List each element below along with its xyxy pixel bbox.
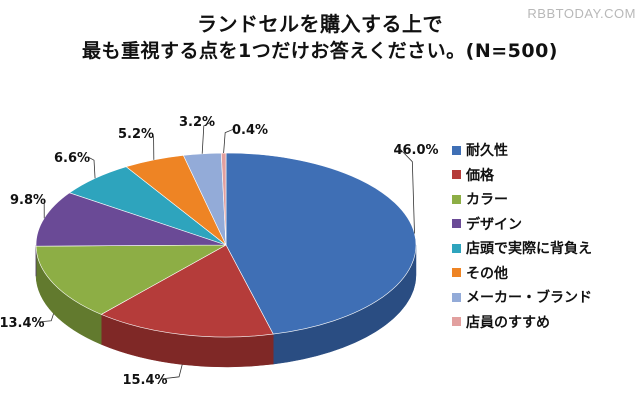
legend-label: その他	[466, 265, 508, 282]
legend-item-3: カラー	[452, 187, 592, 212]
chart-title-line-1: ランドセルを購入する上で	[197, 12, 443, 36]
legend-swatch	[452, 145, 461, 155]
pie-slice-2	[100, 244, 274, 338]
pie-slice-3	[35, 244, 227, 315]
pie-top	[35, 152, 417, 338]
data-label-6: 5.2%	[118, 127, 154, 142]
site-watermark: RBBTODAY.COM	[527, 6, 636, 21]
chart-legend: 耐久性価格カラーデザイン店頭で実際に背負え その他メーカー・ブランド 店員のすすめ	[452, 138, 592, 334]
leader-line-8	[223, 128, 235, 154]
legend-item-7: メーカー・ブランド	[452, 285, 592, 310]
data-label-8: 0.4%	[232, 123, 268, 138]
legend-label: 店頭で実際に背負え	[466, 241, 592, 258]
chart-title-line-2: 最も重視する点を1つだけお答えください。(N=500)	[81, 40, 558, 62]
legend-swatch	[452, 268, 461, 278]
legend-label: 店員のすすめ	[466, 314, 550, 331]
legend-item-1: 耐久性	[452, 138, 592, 163]
leader-line-6	[151, 132, 155, 160]
legend-label: メーカー・ブランド	[466, 290, 592, 307]
data-label-4: 9.8%	[10, 193, 46, 208]
legend-item-2: 価格	[452, 163, 592, 188]
leader-line-1	[399, 148, 415, 234]
legend-swatch	[452, 170, 461, 180]
legend-swatch	[452, 194, 461, 204]
legend-swatch	[452, 317, 461, 327]
data-label-7: 3.2%	[179, 115, 215, 130]
legend-label: 耐久性	[466, 143, 508, 160]
pie-data-labels: 46.0% 15.4% 13.4% 9.8% 6.6% 5.2% 3.2% 0.4%	[0, 115, 439, 388]
pie-slice-1	[225, 152, 417, 335]
legend-label: デザイン	[466, 216, 522, 233]
legend-swatch	[452, 243, 461, 253]
data-label-3: 13.4%	[0, 316, 45, 331]
legend-item-5: 店頭で実際に背負え	[452, 236, 592, 261]
leader-line-3	[37, 313, 54, 323]
legend-swatch	[452, 219, 461, 229]
legend-label: 価格	[466, 167, 494, 184]
leader-line-7	[201, 120, 214, 154]
legend-item-8: 店員のすすめ	[452, 310, 592, 335]
legend-swatch	[452, 292, 461, 302]
data-label-1: 46.0%	[393, 143, 438, 158]
legend-item-4: デザイン	[452, 212, 592, 237]
leader-line-2	[160, 364, 183, 380]
data-label-5: 6.6%	[54, 151, 90, 166]
leader-line-5	[87, 156, 96, 179]
pie-slice-4	[35, 192, 227, 247]
data-label-2: 15.4%	[122, 373, 167, 388]
legend-item-6: その他	[452, 261, 592, 286]
legend-label: カラー	[466, 192, 508, 209]
